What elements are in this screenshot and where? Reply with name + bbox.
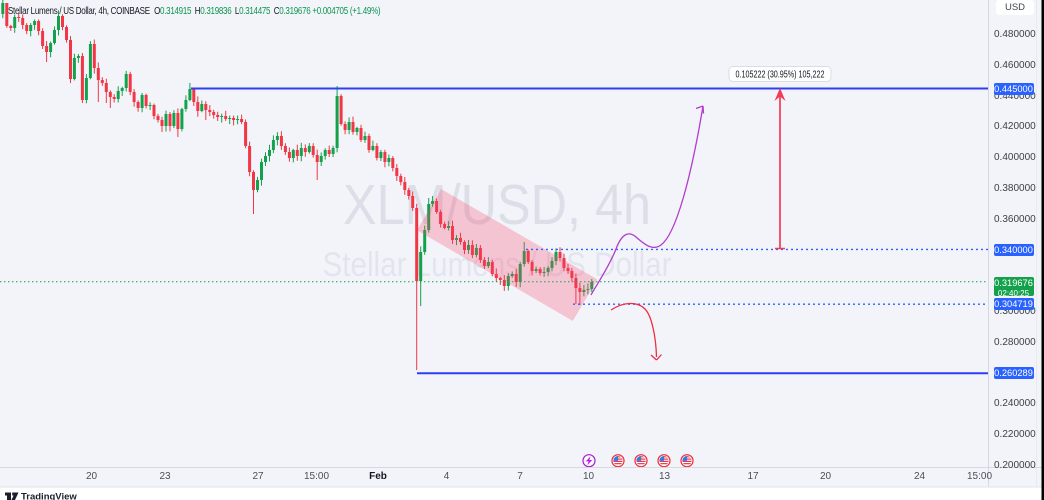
svg-text:XLM/USD, 4h: XLM/USD, 4h <box>343 173 651 237</box>
svg-text:TradingView: TradingView <box>21 492 77 500</box>
svg-text:0.105222 (30.95%) 105,222: 0.105222 (30.95%) 105,222 <box>736 70 825 81</box>
